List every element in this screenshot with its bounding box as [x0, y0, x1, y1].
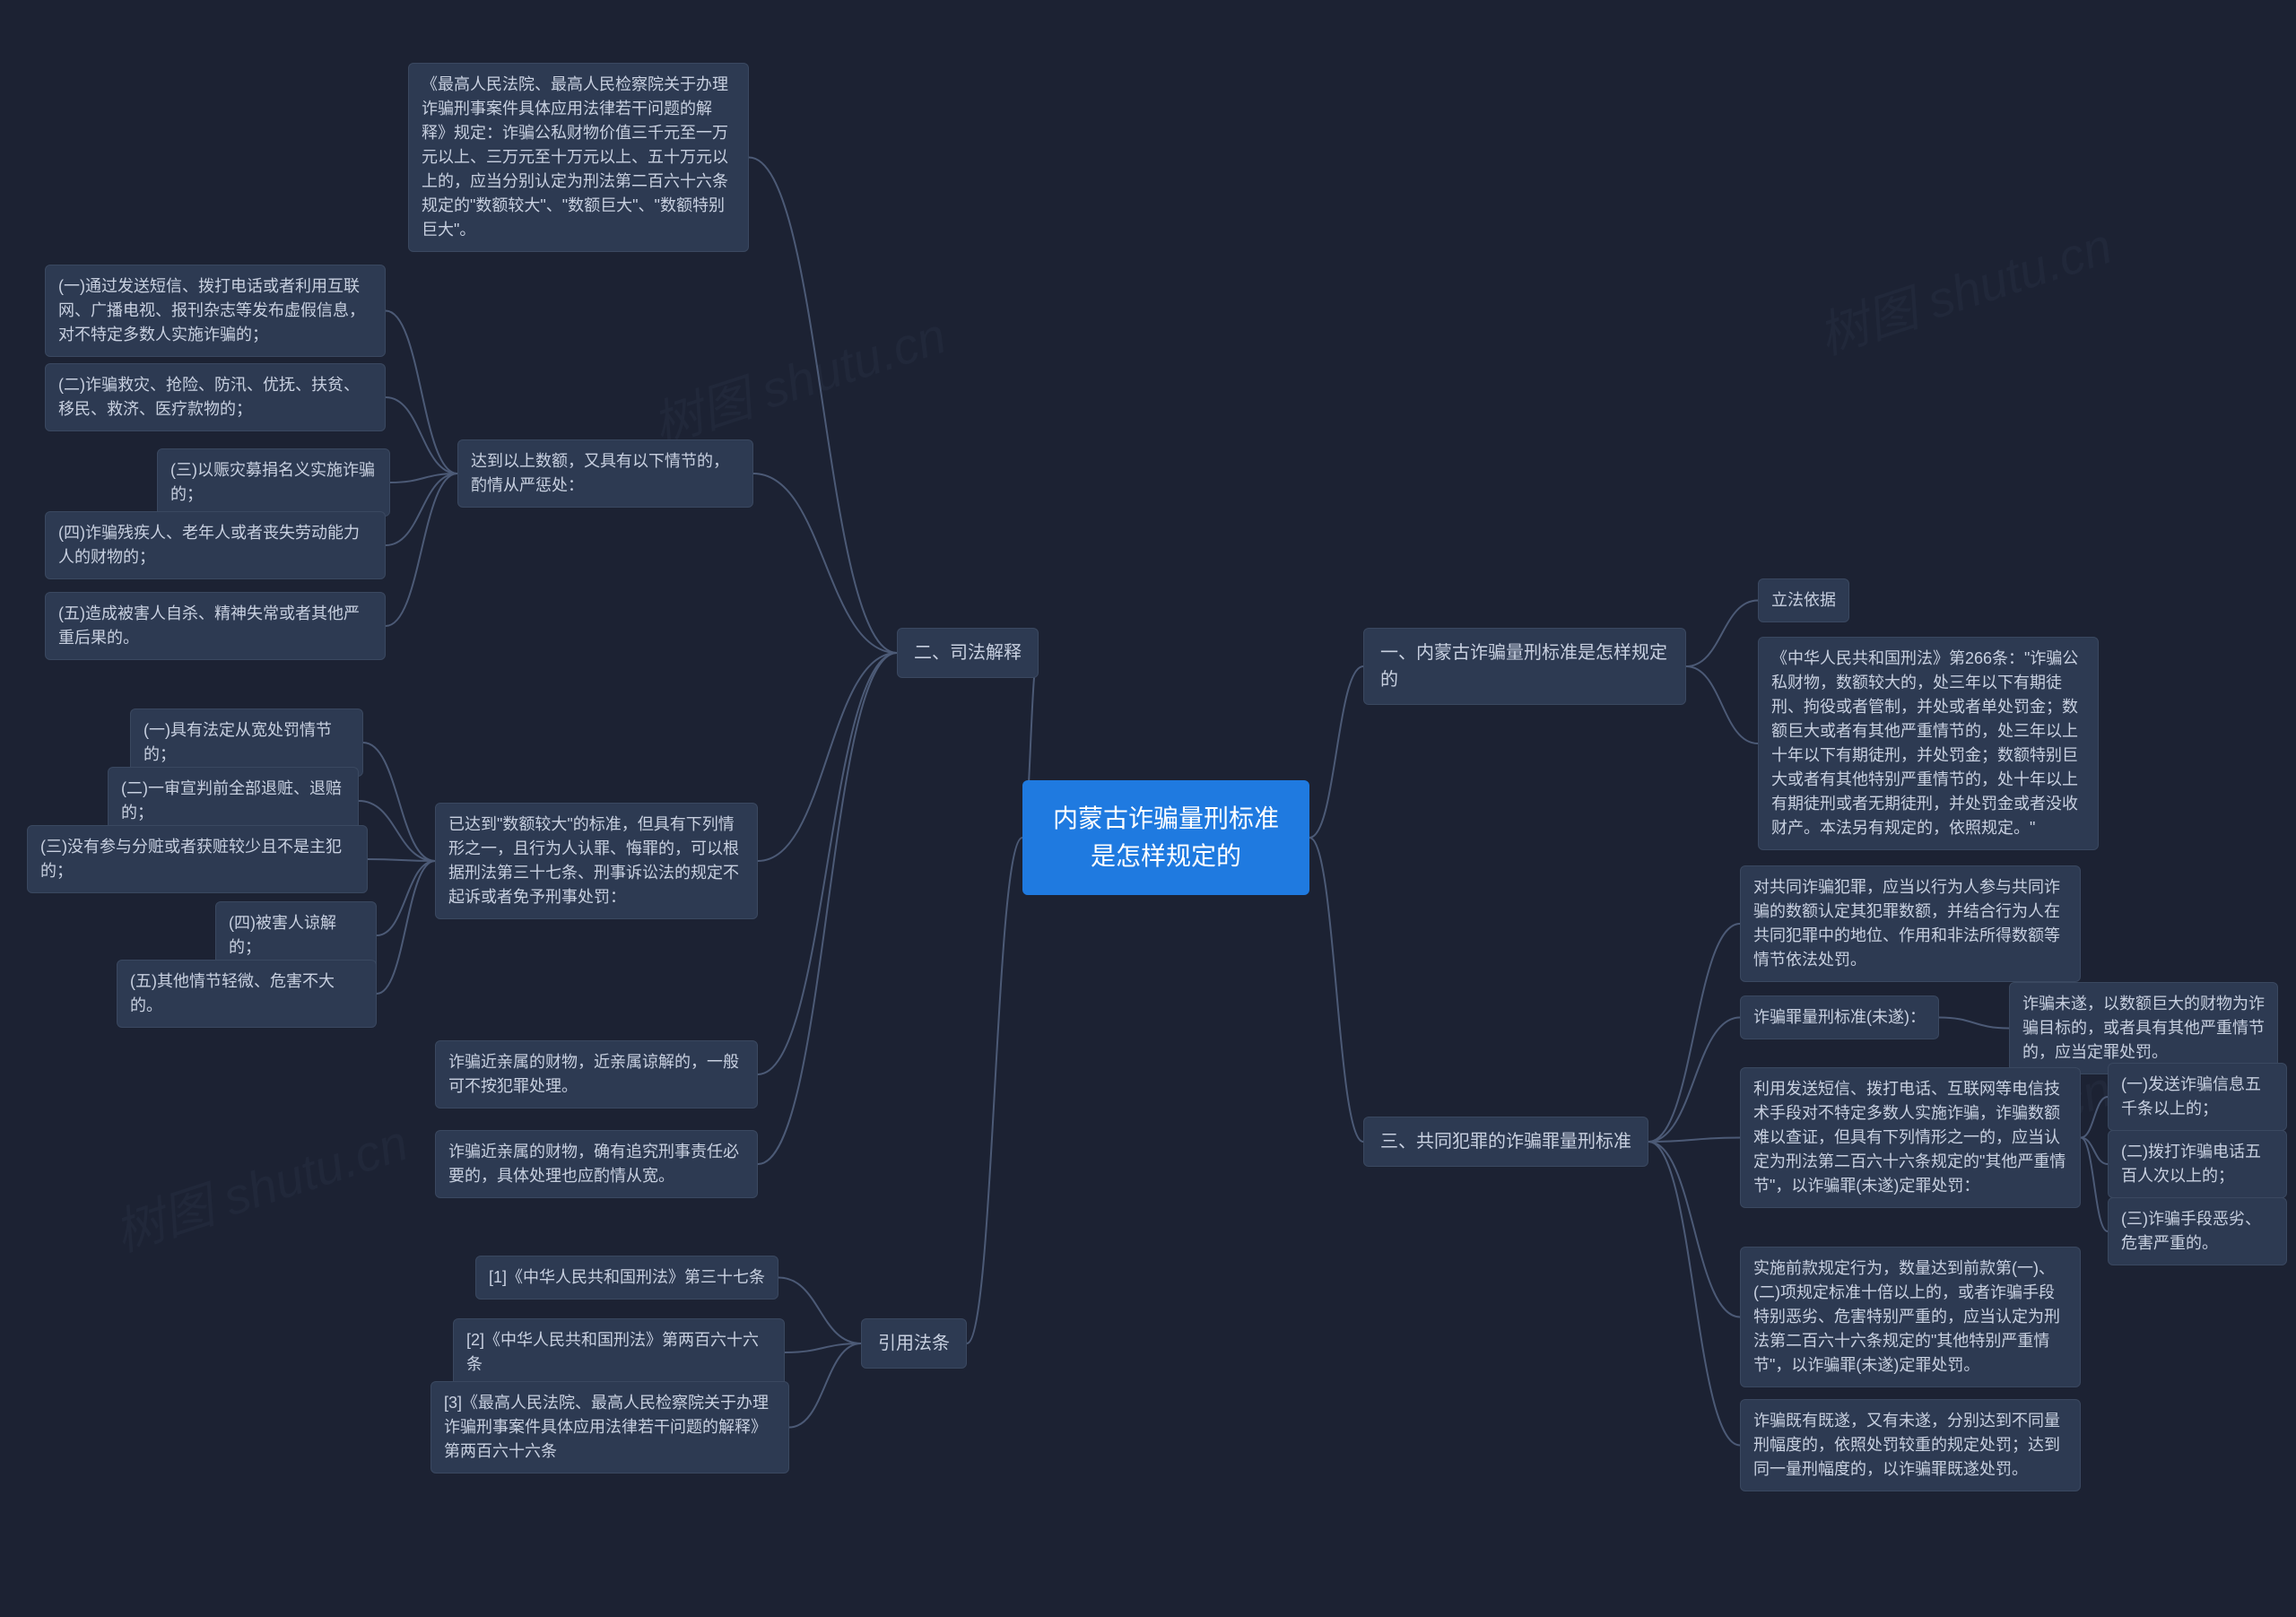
branch-r2-label: 三、共同犯罪的诈骗罪量刑标准 [1380, 1132, 1631, 1152]
leaf-l1-c1-c[interactable]: (三)以赈灾募捐名义实施诈骗的； [157, 448, 390, 517]
leaf-l1-c2-a-text: (一)具有法定从宽处罚情节的； [144, 721, 332, 763]
leaf-l1-c1-a[interactable]: (一)通过发送短信、拨打电话或者利用互联网、广播电视、报刊杂志等发布虚假信息，对… [45, 265, 386, 357]
leaf-l2-c1[interactable]: [2]《中华人民共和国刑法》第两百六十六条 [453, 1318, 785, 1387]
leaf-l1-c2-c-text: (三)没有参与分赃或者获赃较少且不是主犯的； [40, 838, 342, 880]
leaf-r2-c1-a[interactable]: 诈骗未遂，以数额巨大的财物为诈骗目标的，或者具有其他严重情节的，应当定罪处罚。 [2009, 982, 2278, 1074]
leaf-l1-c0-text: 《最高人民法院、最高人民检察院关于办理诈骗刑事案件具体应用法律若干问题的解释》规… [422, 75, 728, 239]
leaf-l2-c1-text: [2]《中华人民共和国刑法》第两百六十六条 [466, 1331, 759, 1373]
leaf-l1-c1-b[interactable]: (二)诈骗救灾、抢险、防汛、优抚、扶贫、移民、救济、医疗款物的； [45, 363, 386, 431]
watermark: 树图 shutu.cn [1808, 206, 2120, 369]
leaf-l1-c4[interactable]: 诈骗近亲属的财物，确有追究刑事责任必要的，具体处理也应酌情从宽。 [435, 1130, 758, 1198]
leaf-r2-c2-c-text: (三)诈骗手段恶劣、危害严重的。 [2121, 1210, 2261, 1252]
leaf-r1-c0-text: 立法依据 [1771, 591, 1836, 609]
leaf-l2-c2-text: [3]《最高人民法院、最高人民检察院关于办理诈骗刑事案件具体应用法律若干问题的解… [444, 1394, 769, 1460]
leaf-l1-c1-e[interactable]: (五)造成被害人自杀、精神失常或者其他严重后果的。 [45, 592, 386, 660]
leaf-r2-c1-a-text: 诈骗未遂，以数额巨大的财物为诈骗目标的，或者具有其他严重情节的，应当定罪处罚。 [2022, 995, 2265, 1061]
root-node[interactable]: 内蒙古诈骗量刑标准是怎样规定的 [1022, 780, 1309, 895]
leaf-l1-c2-e[interactable]: (五)其他情节轻微、危害不大的。 [117, 960, 377, 1028]
leaf-r2-c2-a-text: (一)发送诈骗信息五千条以上的； [2121, 1075, 2261, 1117]
leaf-l1-c1-d[interactable]: (四)诈骗残疾人、老年人或者丧失劳动能力人的财物的； [45, 511, 386, 579]
leaf-r2-c1[interactable]: 诈骗罪量刑标准(未遂)： [1740, 995, 1939, 1039]
branch-l2-label: 引用法条 [878, 1334, 950, 1353]
leaf-l1-c1[interactable]: 达到以上数额，又具有以下情节的，酌情从严惩处： [457, 439, 753, 508]
leaf-l2-c0[interactable]: [1]《中华人民共和国刑法》第三十七条 [475, 1256, 778, 1300]
leaf-r2-c0-text: 对共同诈骗犯罪，应当以行为人参与共同诈骗的数额认定其犯罪数额，并结合行为人在共同… [1753, 878, 2060, 969]
leaf-l1-c1-d-text: (四)诈骗残疾人、老年人或者丧失劳动能力人的财物的； [58, 524, 360, 566]
leaf-r2-c2-text: 利用发送短信、拨打电话、互联网等电信技术手段对不特定多数人实施诈骗，诈骗数额难以… [1753, 1080, 2066, 1195]
leaf-r2-c4[interactable]: 诈骗既有既遂，又有未遂，分别达到不同量刑幅度的，依照处罚较重的规定处罚；达到同一… [1740, 1399, 2081, 1491]
leaf-l2-c0-text: [1]《中华人民共和国刑法》第三十七条 [489, 1268, 765, 1286]
leaf-r1-c1-text: 《中华人民共和国刑法》第266条："诈骗公私财物，数额较大的，处三年以下有期徒刑… [1771, 649, 2078, 837]
leaf-l1-c1-c-text: (三)以赈灾募捐名义实施诈骗的； [170, 461, 375, 503]
leaf-r2-c3[interactable]: 实施前款规定行为，数量达到前款第(一)、(二)项规定标准十倍以上的，或者诈骗手段… [1740, 1247, 2081, 1387]
watermark: 树图 shutu.cn [642, 296, 954, 459]
leaf-l1-c1-e-text: (五)造成被害人自杀、精神失常或者其他严重后果的。 [58, 604, 360, 647]
leaf-l1-c3[interactable]: 诈骗近亲属的财物，近亲属谅解的，一般可不按犯罪处理。 [435, 1040, 758, 1108]
leaf-l1-c2-c[interactable]: (三)没有参与分赃或者获赃较少且不是主犯的； [27, 825, 368, 893]
branch-r1[interactable]: 一、内蒙古诈骗量刑标准是怎样规定的 [1363, 628, 1686, 705]
branch-r2[interactable]: 三、共同犯罪的诈骗罪量刑标准 [1363, 1117, 1648, 1167]
leaf-l1-c2[interactable]: 已达到"数额较大"的标准，但具有下列情形之一，且行为人认罪、悔罪的，可以根据刑法… [435, 803, 758, 919]
leaf-r2-c2-b-text: (二)拨打诈骗电话五百人次以上的； [2121, 1143, 2261, 1185]
leaf-l1-c2-e-text: (五)其他情节轻微、危害不大的。 [130, 972, 335, 1014]
leaf-l1-c1-a-text: (一)通过发送短信、拨打电话或者利用互联网、广播电视、报刊杂志等发布虚假信息，对… [58, 277, 365, 343]
branch-l1-label: 二、司法解释 [914, 643, 1022, 663]
leaf-l1-c2-text: 已达到"数额较大"的标准，但具有下列情形之一，且行为人认罪、悔罪的，可以根据刑法… [448, 815, 739, 906]
leaf-l1-c1-text: 达到以上数额，又具有以下情节的，酌情从严惩处： [471, 452, 729, 494]
leaf-r2-c1-text: 诈骗罪量刑标准(未遂)： [1753, 1008, 1926, 1026]
leaf-l1-c2-d-text: (四)被害人谅解的； [229, 914, 336, 956]
leaf-r1-c1[interactable]: 《中华人民共和国刑法》第266条："诈骗公私财物，数额较大的，处三年以下有期徒刑… [1758, 637, 2099, 850]
leaf-r2-c2[interactable]: 利用发送短信、拨打电话、互联网等电信技术手段对不特定多数人实施诈骗，诈骗数额难以… [1740, 1067, 2081, 1208]
leaf-l1-c0[interactable]: 《最高人民法院、最高人民检察院关于办理诈骗刑事案件具体应用法律若干问题的解释》规… [408, 63, 749, 252]
leaf-r2-c2-b[interactable]: (二)拨打诈骗电话五百人次以上的； [2108, 1130, 2287, 1198]
branch-l1[interactable]: 二、司法解释 [897, 628, 1039, 678]
leaf-l1-c1-b-text: (二)诈骗救灾、抢险、防汛、优抚、扶贫、移民、救济、医疗款物的； [58, 376, 360, 418]
branch-r1-label: 一、内蒙古诈骗量刑标准是怎样规定的 [1380, 643, 1667, 690]
leaf-l2-c2[interactable]: [3]《最高人民法院、最高人民检察院关于办理诈骗刑事案件具体应用法律若干问题的解… [430, 1381, 789, 1474]
leaf-l1-c4-text: 诈骗近亲属的财物，确有追究刑事责任必要的，具体处理也应酌情从宽。 [448, 1143, 739, 1185]
leaf-r2-c2-c[interactable]: (三)诈骗手段恶劣、危害严重的。 [2108, 1197, 2287, 1265]
leaf-r2-c2-a[interactable]: (一)发送诈骗信息五千条以上的； [2108, 1063, 2287, 1131]
leaf-r2-c4-text: 诈骗既有既遂，又有未遂，分别达到不同量刑幅度的，依照处罚较重的规定处罚；达到同一… [1753, 1412, 2060, 1478]
branch-l2[interactable]: 引用法条 [861, 1318, 967, 1369]
root-text: 内蒙古诈骗量刑标准是怎样规定的 [1053, 804, 1279, 870]
leaf-r2-c0[interactable]: 对共同诈骗犯罪，应当以行为人参与共同诈骗的数额认定其犯罪数额，并结合行为人在共同… [1740, 865, 2081, 982]
watermark: 树图 shutu.cn [104, 1103, 416, 1266]
leaf-l1-c2-b-text: (二)一审宣判前全部退赃、退赔的； [121, 779, 342, 822]
leaf-l1-c3-text: 诈骗近亲属的财物，近亲属谅解的，一般可不按犯罪处理。 [448, 1053, 739, 1095]
leaf-r1-c0[interactable]: 立法依据 [1758, 578, 1849, 622]
leaf-r2-c3-text: 实施前款规定行为，数量达到前款第(一)、(二)项规定标准十倍以上的，或者诈骗手段… [1753, 1259, 2060, 1374]
